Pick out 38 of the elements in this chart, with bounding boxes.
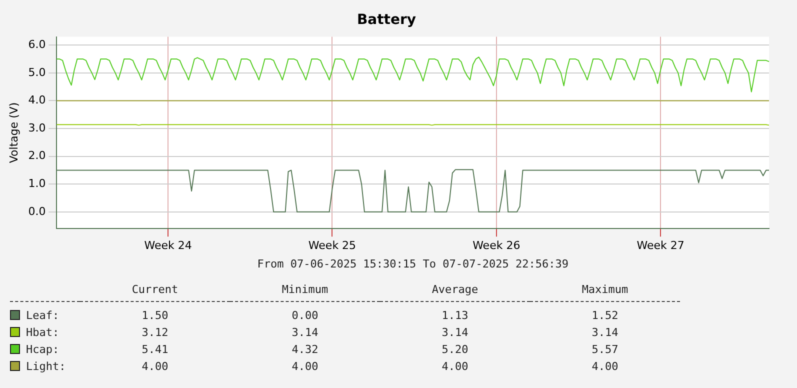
x-tick-label: Week 26 <box>472 239 520 252</box>
text: 1.50 <box>140 308 170 324</box>
y-tick-label: 4.0 <box>28 94 46 107</box>
text: 0.00 <box>290 308 320 324</box>
x-axis-title: From 07-06-2025 15:30:15 To 07-07-2025 22:56:39 <box>257 257 568 270</box>
y-tick-label: 3.0 <box>28 121 46 134</box>
text: 3.12 <box>140 324 170 340</box>
legend-label: Leaf: <box>26 308 60 322</box>
text: 3.14 <box>440 324 470 340</box>
x-tick-label: Week 24 <box>144 239 192 252</box>
text: Average <box>380 282 530 302</box>
text: 1.13 <box>440 308 470 324</box>
text: 4.00 <box>590 358 620 374</box>
text: Current <box>80 282 230 302</box>
text: 3.14 <box>290 324 320 340</box>
text: 4.00 <box>440 358 470 374</box>
y-tick-label: 1.0 <box>28 176 46 190</box>
text: 4.00 <box>290 358 320 374</box>
text: 3.14 <box>590 324 620 340</box>
legend-label: Hcap: <box>26 342 60 356</box>
y-tick-label: 0.0 <box>28 204 46 218</box>
legend-label: Hbat: <box>26 326 60 338</box>
y-axis-title: Voltage (V) <box>7 102 20 164</box>
text: 5.57 <box>590 342 620 358</box>
y-tick-label: 5.0 <box>28 66 46 79</box>
x-tick-label: Week 27 <box>636 239 684 252</box>
y-tick-label: 2.0 <box>28 149 46 162</box>
text: 5.20 <box>440 342 470 358</box>
text: 4.00 <box>140 358 170 374</box>
x-tick-label: Week 25 <box>308 239 356 252</box>
text: 1.52 <box>590 308 620 324</box>
text: 4.32 <box>290 342 320 358</box>
text: Minimum <box>230 282 380 302</box>
text: Maximum <box>530 282 680 302</box>
text: 5.41 <box>140 342 170 358</box>
legend-label: Light: <box>26 360 66 372</box>
y-tick-label: 6.0 <box>28 38 46 51</box>
chart-title: Battery <box>356 12 416 28</box>
